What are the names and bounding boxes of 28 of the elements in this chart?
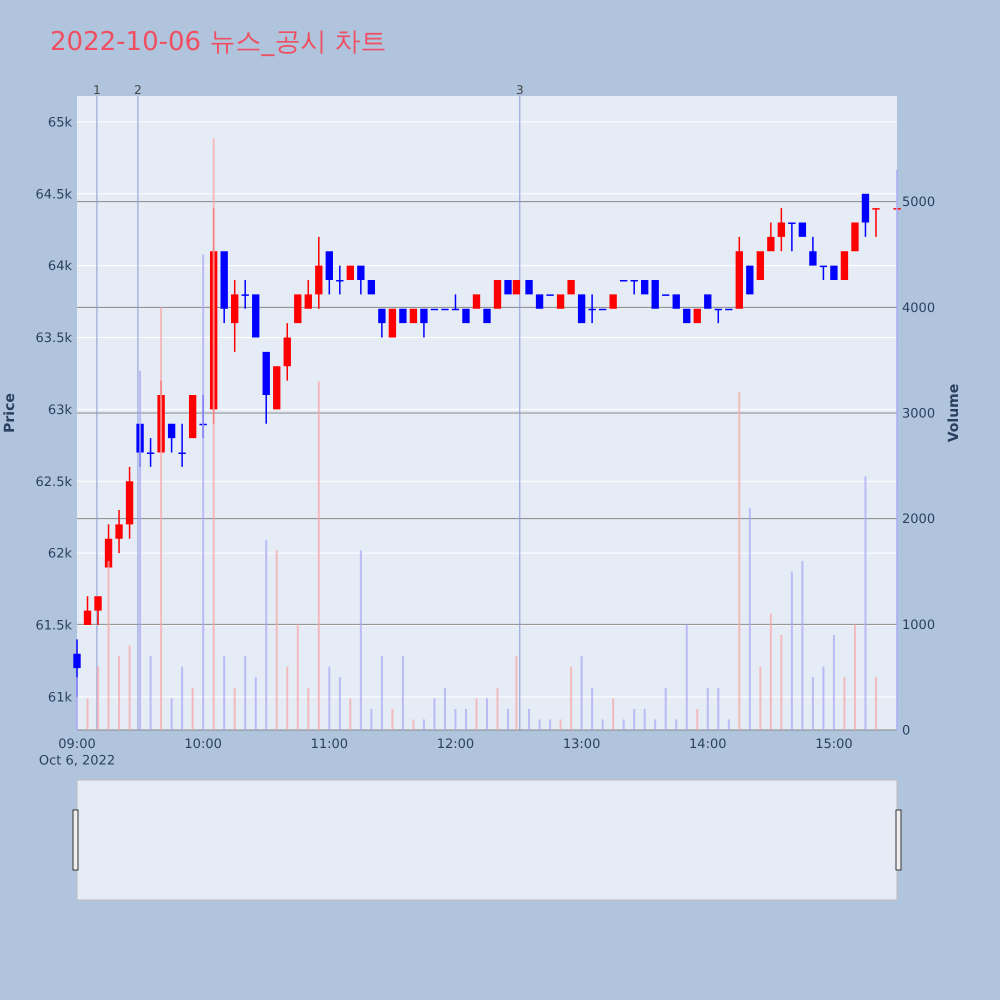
y2-tick-label: 2000 xyxy=(902,512,936,528)
y-tick-label: 61.5k xyxy=(36,618,72,634)
y-axis-title: Price xyxy=(2,393,18,433)
y2-tick-label: 4000 xyxy=(902,300,936,316)
y2-tick-label: 0 xyxy=(902,724,910,739)
x-tick-label: 12:00 xyxy=(436,737,474,752)
annotation: 3 xyxy=(516,83,524,97)
annotation: 2 xyxy=(134,83,142,97)
y2-tick-label: 3000 xyxy=(902,406,936,422)
y-tick-label: 63.5k xyxy=(36,331,72,346)
y-tick-label: 64k xyxy=(48,259,72,274)
annotation: 1 xyxy=(93,83,101,97)
x-tick-label: 09:00 Oct 6, 2022 xyxy=(38,737,116,768)
y-tick-label: 64.5k xyxy=(36,187,72,202)
y-tick-label: 65k xyxy=(48,115,72,130)
y2-tick-label: 5000 xyxy=(902,195,936,210)
x-tick-label: 15:00 xyxy=(815,737,853,752)
y2-axis-title: Volume xyxy=(946,384,962,442)
y-tick-label: 62.5k xyxy=(36,474,72,490)
y-tick-label: 62k xyxy=(48,546,72,562)
x-tick-label: 13:00 xyxy=(562,737,600,752)
x-tick-label: 10:00 xyxy=(184,737,222,752)
x-tick-label: 11:00 xyxy=(310,737,348,752)
x-tick-label: 14:00 xyxy=(689,737,727,752)
y2-tick-label: 1000 xyxy=(902,618,936,633)
chart-title: 2022-10-06 뉴스_공시 차트 xyxy=(50,27,387,57)
y-tick-label: 63k xyxy=(48,402,72,418)
y-tick-label: 61k xyxy=(48,690,72,706)
